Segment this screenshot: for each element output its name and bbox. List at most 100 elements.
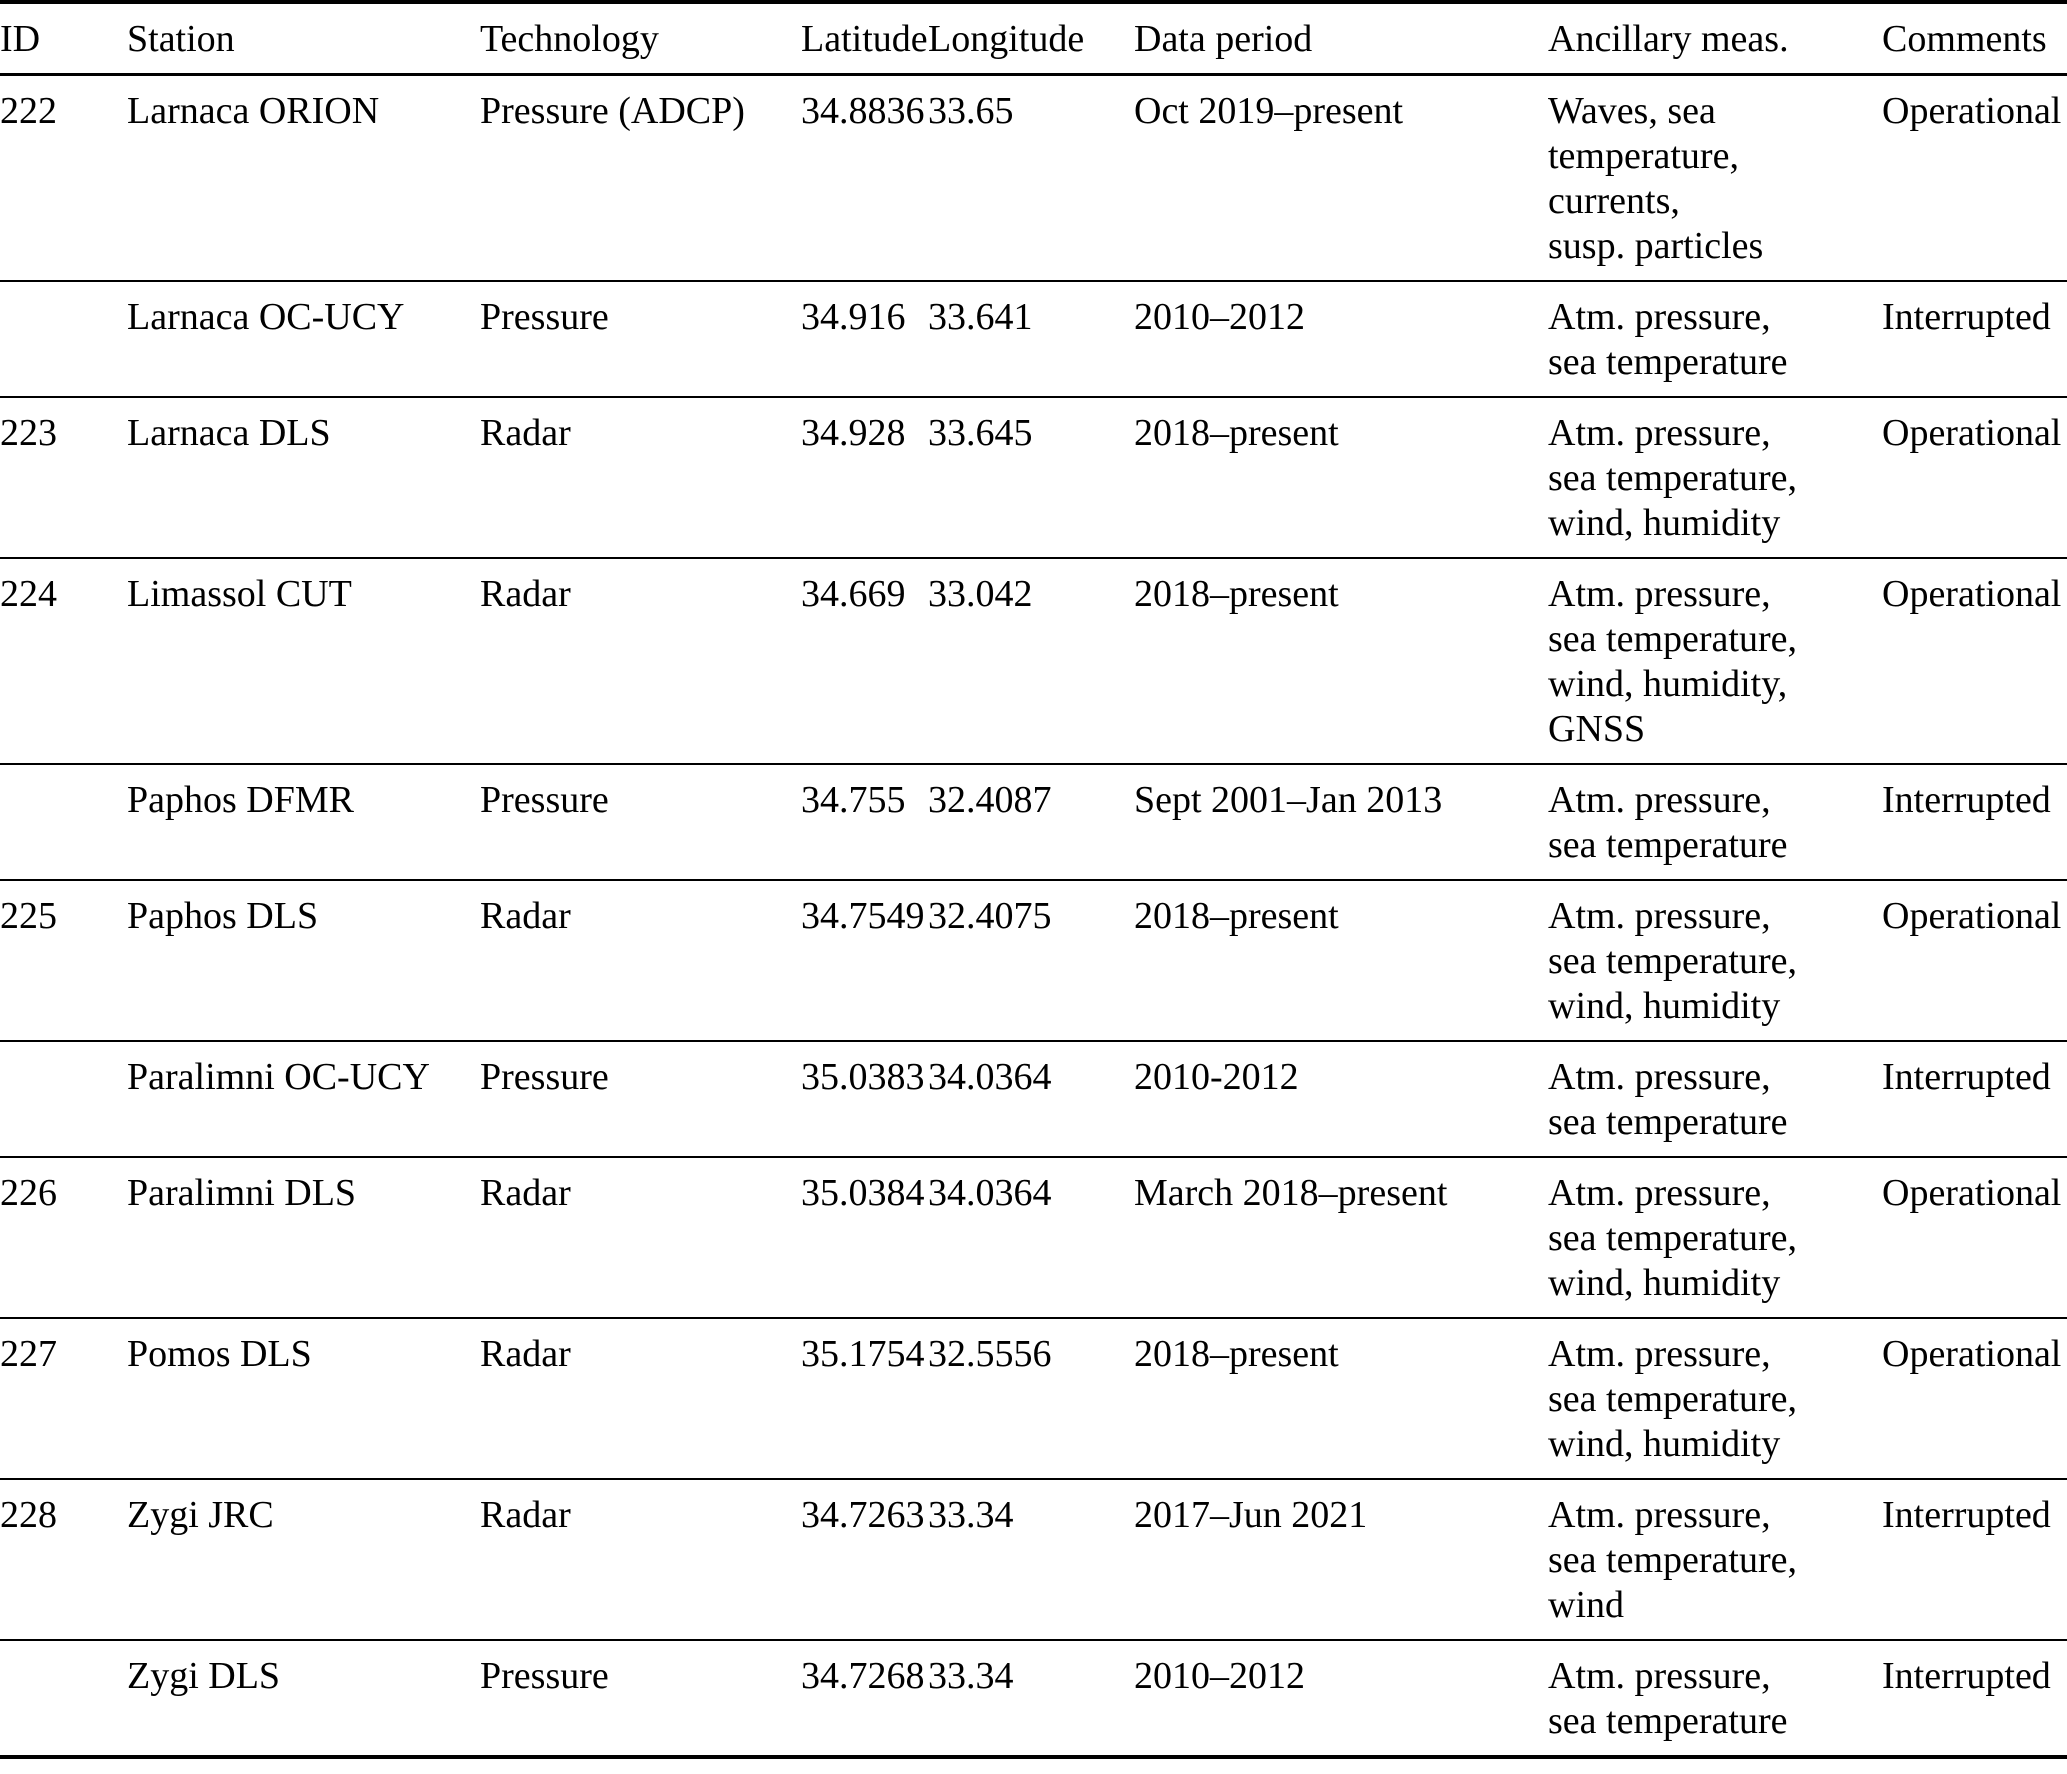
- cell-id: 223: [0, 412, 57, 454]
- cell-technology: Pressure: [480, 779, 609, 821]
- cell-id: 224: [0, 573, 57, 615]
- cell-technology: Radar: [480, 895, 571, 937]
- table-row: Larnaca OC-UCY Pressure 34.916 33.641 20…: [0, 281, 2067, 397]
- cell-comments: Operational: [1882, 412, 2062, 454]
- cell-latitude: 34.8836: [801, 90, 925, 132]
- cell-id: 222: [0, 90, 57, 132]
- cell-station: Larnaca ORION: [127, 90, 380, 132]
- cell-ancillary-meas: Atm. pressure, sea temperature, wind, hu…: [1548, 573, 1797, 750]
- cell-station: Paphos DLS: [127, 895, 319, 937]
- cell-data-period: 2018–present: [1134, 573, 1339, 615]
- table-row: 223 Larnaca DLS Radar 34.928 33.645 2018…: [0, 397, 2067, 558]
- table-row: 224 Limassol CUT Radar 34.669 33.042 201…: [0, 558, 2067, 764]
- table-row: Zygi DLS Pressure 34.7268 33.34 2010–201…: [0, 1640, 2067, 1757]
- cell-station: Paphos DFMR: [127, 779, 354, 821]
- cell-latitude: 35.0383: [801, 1056, 925, 1098]
- cell-comments: Interrupted: [1882, 1056, 2051, 1098]
- cell-latitude: 35.0384: [801, 1172, 925, 1214]
- cell-technology: Radar: [480, 1333, 571, 1375]
- cell-data-period: 2010–2012: [1134, 1655, 1305, 1697]
- header-row: ID Station Technology Latitude Longitude…: [0, 2, 2067, 75]
- cell-latitude: 34.7549: [801, 895, 925, 937]
- cell-comments: Operational: [1882, 90, 2062, 132]
- cell-comments: Operational: [1882, 573, 2062, 615]
- cell-station: Paralimni DLS: [127, 1172, 357, 1214]
- cell-latitude: 34.916: [801, 296, 906, 338]
- cell-station: Larnaca DLS: [127, 412, 331, 454]
- cell-ancillary-meas: Atm. pressure, sea temperature, wind: [1548, 1494, 1797, 1626]
- cell-ancillary-meas: Atm. pressure, sea temperature: [1548, 1655, 1788, 1742]
- column-header-station: Station: [127, 18, 235, 60]
- cell-comments: Operational: [1882, 1172, 2062, 1214]
- cell-station: Limassol CUT: [127, 573, 352, 615]
- cell-id: [0, 1640, 127, 1757]
- cell-station: Larnaca OC-UCY: [127, 296, 405, 338]
- column-header-ancillary-meas: Ancillary meas.: [1548, 18, 1789, 60]
- cell-longitude: 32.4075: [928, 895, 1052, 937]
- table-row: Paralimni OC-UCY Pressure 35.0383 34.036…: [0, 1041, 2067, 1157]
- table-row: 227 Pomos DLS Radar 35.1754 32.5556 2018…: [0, 1318, 2067, 1479]
- cell-comments: Interrupted: [1882, 296, 2051, 338]
- cell-longitude: 32.5556: [928, 1333, 1052, 1375]
- cell-station: Paralimni OC-UCY: [127, 1056, 430, 1098]
- cell-technology: Pressure (ADCP): [480, 90, 745, 132]
- cell-ancillary-meas: Atm. pressure, sea temperature: [1548, 1056, 1788, 1143]
- cell-latitude: 34.7268: [801, 1655, 925, 1697]
- table-row: 228 Zygi JRC Radar 34.7263 33.34 2017–Ju…: [0, 1479, 2067, 1640]
- cell-longitude: 34.0364: [928, 1056, 1052, 1098]
- cell-station: Pomos DLS: [127, 1333, 312, 1375]
- cell-ancillary-meas: Waves, sea temperature, currents, susp. …: [1548, 90, 1764, 267]
- cell-technology: Pressure: [480, 296, 609, 338]
- table-row: 226 Paralimni DLS Radar 35.0384 34.0364 …: [0, 1157, 2067, 1318]
- cell-data-period: 2010-2012: [1134, 1056, 1299, 1098]
- cell-data-period: Oct 2019–present: [1134, 90, 1404, 132]
- table-row: Paphos DFMR Pressure 34.755 32.4087 Sept…: [0, 764, 2067, 880]
- cell-data-period: 2010–2012: [1134, 296, 1305, 338]
- cell-technology: Radar: [480, 573, 571, 615]
- cell-longitude: 33.641: [928, 296, 1033, 338]
- cell-data-period: 2018–present: [1134, 895, 1339, 937]
- cell-ancillary-meas: Atm. pressure, sea temperature, wind, hu…: [1548, 895, 1797, 1027]
- cell-comments: Interrupted: [1882, 779, 2051, 821]
- cell-latitude: 34.755: [801, 779, 906, 821]
- cell-id: 225: [0, 895, 57, 937]
- table-row: 225 Paphos DLS Radar 34.7549 32.4075 201…: [0, 880, 2067, 1041]
- table-row: 222 Larnaca ORION Pressure (ADCP) 34.883…: [0, 75, 2067, 281]
- cell-id: 227: [0, 1333, 57, 1375]
- cell-comments: Interrupted: [1882, 1494, 2051, 1536]
- cell-station: Zygi JRC: [127, 1494, 274, 1536]
- cell-comments: Operational: [1882, 895, 2062, 937]
- cell-technology: Radar: [480, 1494, 571, 1536]
- column-header-latitude: Latitude: [801, 18, 928, 60]
- cell-ancillary-meas: Atm. pressure, sea temperature, wind, hu…: [1548, 1333, 1797, 1465]
- cell-technology: Pressure: [480, 1056, 609, 1098]
- cell-id: 228: [0, 1494, 57, 1536]
- cell-technology: Pressure: [480, 1655, 609, 1697]
- column-header-data-period: Data period: [1134, 18, 1313, 60]
- cell-longitude: 33.645: [928, 412, 1033, 454]
- cell-ancillary-meas: Atm. pressure, sea temperature: [1548, 779, 1788, 866]
- cell-data-period: 2017–Jun 2021: [1134, 1494, 1368, 1536]
- cell-ancillary-meas: Atm. pressure, sea temperature, wind, hu…: [1548, 412, 1797, 544]
- cell-data-period: Sept 2001–Jan 2013: [1134, 779, 1443, 821]
- cell-longitude: 33.34: [928, 1655, 1014, 1697]
- cell-technology: Radar: [480, 412, 571, 454]
- cell-id: [0, 1041, 127, 1157]
- cell-longitude: 32.4087: [928, 779, 1052, 821]
- cell-ancillary-meas: Atm. pressure, sea temperature: [1548, 296, 1788, 383]
- column-header-id: ID: [0, 18, 41, 60]
- cell-longitude: 33.34: [928, 1494, 1014, 1536]
- cell-data-period: March 2018–present: [1134, 1172, 1448, 1214]
- cell-ancillary-meas: Atm. pressure, sea temperature, wind, hu…: [1548, 1172, 1797, 1304]
- cell-id: 226: [0, 1172, 57, 1214]
- cell-technology: Radar: [480, 1172, 571, 1214]
- cell-id: [0, 764, 127, 880]
- cell-comments: Interrupted: [1882, 1655, 2051, 1697]
- cell-data-period: 2018–present: [1134, 1333, 1339, 1375]
- column-header-longitude: Longitude: [928, 18, 1085, 60]
- cell-id: [0, 281, 127, 397]
- cell-latitude: 35.1754: [801, 1333, 925, 1375]
- cell-latitude: 34.7263: [801, 1494, 925, 1536]
- column-header-comments: Comments: [1882, 18, 2047, 60]
